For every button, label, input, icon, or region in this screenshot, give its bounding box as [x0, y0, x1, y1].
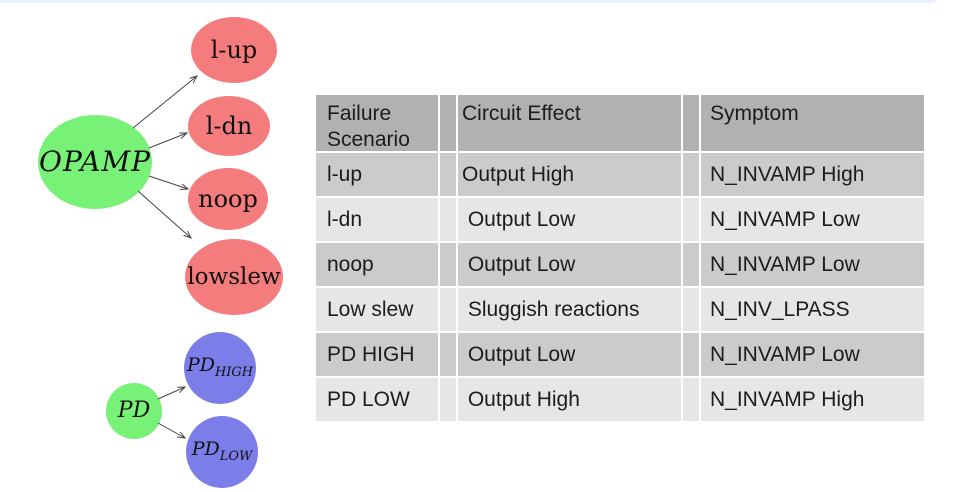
- cell-symptom: N_INVAMP Low: [701, 243, 924, 286]
- cell-symptom: N_INV_LPASS: [701, 288, 924, 331]
- fault-tree-diagram: OPAMP l-up l-dn noop lowslew PD PDHIGH P…: [0, 0, 320, 492]
- node-pd: PD: [106, 383, 162, 439]
- edge-opamp-lowslew: [137, 190, 191, 238]
- node-opamp-label: OPAMP: [39, 145, 151, 178]
- cell-symptom: N_INVAMP Low: [701, 333, 924, 376]
- node-pd-low-label: PDLOW: [191, 438, 253, 464]
- cell-effect: Output High: [458, 153, 681, 196]
- node-noop-label: noop: [198, 185, 258, 213]
- spacer-cell: [683, 198, 699, 241]
- node-pd-low: PDLOW: [186, 416, 258, 488]
- cell-effect: Sluggish reactions: [458, 288, 681, 331]
- spacer-cell: [683, 243, 699, 286]
- cell-scenario: Low slew: [316, 288, 438, 331]
- node-pd-high: PDHIGH: [184, 332, 256, 404]
- cell-symptom: N_INVAMP High: [701, 378, 924, 421]
- edge-pd-pd-low: [157, 422, 185, 438]
- edge-opamp-l-dn: [148, 133, 187, 149]
- node-lowslew: lowslew: [185, 239, 283, 315]
- spacer-cell: [683, 378, 699, 421]
- node-lowslew-label: lowslew: [187, 263, 281, 290]
- node-l-up: l-up: [191, 17, 277, 83]
- cell-scenario: PD LOW: [316, 378, 438, 421]
- spacer-cell: [440, 198, 456, 241]
- header-cell-circuit-effect: Circuit Effect: [458, 95, 681, 151]
- spacer-cell: [683, 153, 699, 196]
- spacer-cell: [683, 333, 699, 376]
- node-pd-label: PD: [117, 398, 151, 423]
- cell-effect: Output Low: [458, 243, 681, 286]
- spacer-cell: [440, 378, 456, 421]
- spacer-cell: [440, 333, 456, 376]
- cell-symptom: N_INVAMP High: [701, 153, 924, 196]
- header-spacer-cell: [683, 95, 699, 151]
- edge-opamp-l-up: [132, 76, 197, 129]
- cell-scenario: l-up: [316, 153, 438, 196]
- header-spacer-cell: [440, 95, 456, 151]
- node-pd-high-label: PDHIGH: [187, 354, 253, 380]
- edge-opamp-noop: [148, 175, 188, 189]
- spacer-cell: [683, 288, 699, 331]
- top-strip: [0, 0, 935, 3]
- cell-effect: Output High: [458, 378, 681, 421]
- spacer-cell: [440, 288, 456, 331]
- failure-scenario-table: Failure Scenario Circuit Effect Symptom …: [316, 95, 924, 421]
- node-noop: noop: [188, 168, 268, 230]
- cell-scenario: l-dn: [316, 198, 438, 241]
- spacer-cell: [440, 153, 456, 196]
- cell-symptom: N_INVAMP Low: [701, 198, 924, 241]
- node-l-up-label: l-up: [210, 36, 258, 64]
- node-opamp: OPAMP: [38, 115, 152, 209]
- node-l-dn: l-dn: [188, 96, 270, 156]
- node-l-dn-label: l-dn: [205, 112, 253, 140]
- header-cell-failure-scenario: Failure Scenario: [316, 95, 438, 151]
- cell-scenario: noop: [316, 243, 438, 286]
- cell-effect: Output Low: [458, 198, 681, 241]
- spacer-cell: [440, 243, 456, 286]
- cell-scenario: PD HIGH: [316, 333, 438, 376]
- cell-effect: Output Low: [458, 333, 681, 376]
- header-cell-symptom: Symptom: [701, 95, 924, 151]
- edge-pd-pd-high: [157, 387, 185, 400]
